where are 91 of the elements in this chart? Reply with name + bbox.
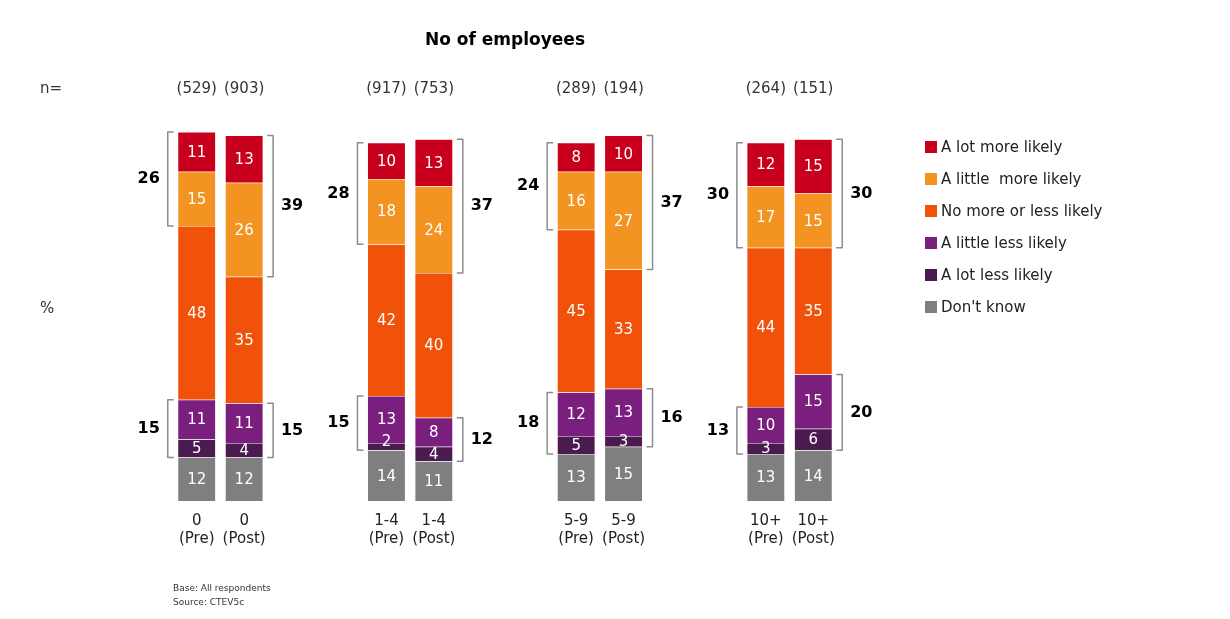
legend-label: A lot less likely [941, 266, 1053, 284]
annotation: 37 [470, 195, 493, 215]
text: (194) [603, 78, 644, 97]
x-tick-label: 10+ (Post) [791, 510, 835, 547]
text: 20 [850, 401, 873, 421]
data-label: 27 [614, 211, 634, 230]
data-label: 48 [187, 303, 207, 322]
annotation: 37 [660, 191, 683, 211]
data-label: 13 [614, 403, 634, 422]
x-tick-label: 0 (Post) [222, 510, 266, 547]
legend-label: A little more likely [941, 170, 1082, 188]
data-label: 13 [756, 468, 776, 487]
text: Base: All respondents [173, 583, 271, 594]
annotation: 16 [660, 406, 683, 426]
text: (917) [366, 78, 407, 97]
legend-label: A little less likely [941, 234, 1067, 252]
legend-label: No more or less likely [941, 202, 1103, 220]
legend-label: Don't know [941, 298, 1026, 316]
annotation: 28 [327, 182, 350, 202]
data-label: 12 [187, 470, 207, 489]
x-tick-label: 0 (Pre) [178, 510, 215, 547]
data-label: 18 [376, 202, 396, 221]
data-label: 8 [571, 148, 581, 167]
data-label: 3 [761, 439, 771, 458]
data-label: 11 [424, 471, 444, 490]
text: % [40, 298, 55, 317]
annotation: 24 [517, 175, 540, 195]
annotation: 15 [327, 412, 350, 432]
data-label: 4 [239, 441, 249, 460]
annotation: 30 [706, 184, 730, 204]
data-label: 13 [424, 153, 444, 172]
data-label: 2 [381, 431, 392, 450]
data-label: 3 [618, 432, 629, 451]
data-label: 35 [803, 301, 823, 320]
annotation: 15 [280, 419, 304, 439]
x-tick-label: 1-4 (Pre) [368, 510, 405, 547]
data-label: 13 [234, 150, 254, 169]
data-label: 13 [376, 410, 396, 429]
annotation: 13 [706, 419, 730, 439]
text: (903) [223, 78, 265, 97]
x-tick-label: 1-4 (Post) [412, 510, 456, 547]
text: (753) [413, 78, 455, 97]
x-tick-label: 10+ (Pre) [748, 510, 784, 547]
data-label: 5 [571, 435, 581, 454]
data-label: 14 [803, 466, 823, 485]
data-label: 14 [376, 466, 396, 485]
data-label: 17 [756, 207, 776, 226]
data-label: 15 [803, 157, 823, 176]
text: (289) [555, 78, 597, 97]
text: 26 [137, 168, 160, 188]
data-label: 12 [756, 155, 776, 174]
data-label: 5 [191, 439, 202, 458]
data-label: 44 [756, 318, 776, 337]
data-label: 45 [566, 301, 586, 320]
data-label: 12 [234, 470, 254, 489]
annotation: 39 [280, 195, 304, 215]
chart-title: No of employees [425, 29, 585, 50]
text: (151) [793, 78, 834, 97]
data-label: 15 [614, 464, 634, 483]
data-label: 35 [234, 330, 254, 349]
text: 15 [137, 417, 160, 437]
data-label: 33 [614, 320, 634, 339]
data-label: 13 [566, 468, 586, 487]
annotation: 12 [470, 428, 493, 448]
data-label: 6 [808, 430, 819, 449]
data-label: 16 [566, 191, 586, 210]
source-note: Source: CTEV5c [173, 597, 245, 608]
data-label: 15 [187, 189, 207, 208]
text: (529) [176, 78, 217, 97]
data-label: 8 [429, 423, 439, 442]
data-label: 24 [424, 220, 444, 239]
legend-label: A lot more likely [941, 138, 1063, 156]
data-label: 11 [187, 410, 207, 429]
data-label: 10 [614, 144, 634, 163]
data-label: 40 [424, 336, 444, 355]
text: (264) [745, 78, 787, 97]
text: n= [40, 78, 63, 97]
data-label: 4 [429, 444, 439, 463]
x-tick-label: 5-9 (Post) [602, 510, 646, 547]
data-label: 42 [376, 311, 396, 330]
x-tick-label: 5-9 (Pre) [558, 510, 594, 547]
data-label: 10 [756, 415, 776, 434]
data-label: 11 [234, 414, 254, 433]
data-label: 11 [187, 142, 207, 161]
data-label: 10 [376, 151, 396, 170]
text: 30 [850, 182, 873, 202]
annotation: 18 [517, 412, 540, 432]
data-label: 26 [234, 220, 254, 239]
data-label: 15 [803, 211, 823, 230]
data-label: 12 [566, 405, 586, 424]
data-label: 15 [803, 392, 823, 411]
